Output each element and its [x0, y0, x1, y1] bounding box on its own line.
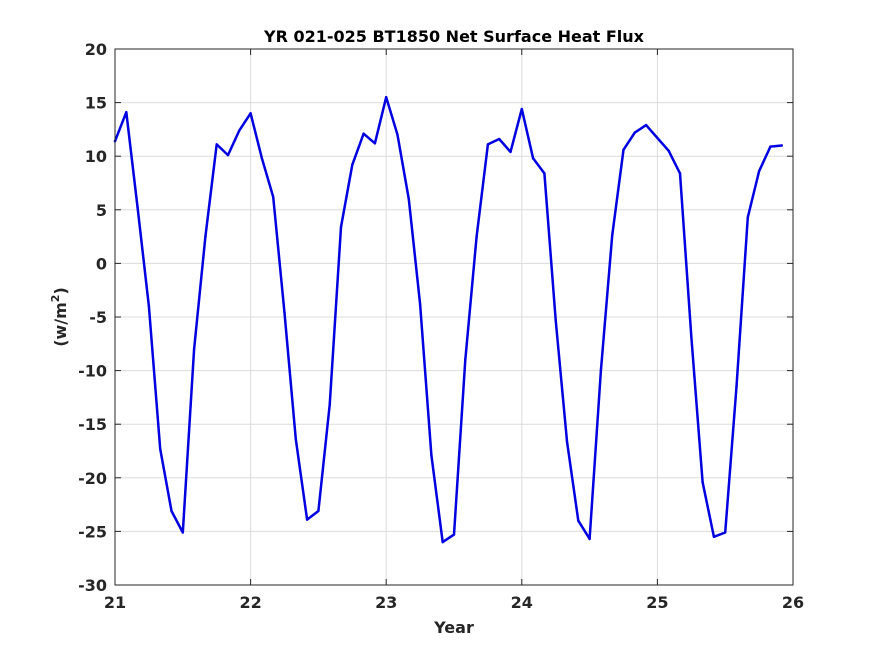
data-point — [125, 111, 128, 114]
data-point — [170, 509, 173, 513]
data-point — [158, 447, 162, 451]
y-tick-label: -25 — [78, 522, 107, 541]
data-point — [305, 518, 309, 521]
data-point — [272, 195, 275, 199]
data-point — [430, 454, 433, 457]
data-point — [599, 369, 603, 372]
y-axis-title-end: ) — [51, 287, 70, 294]
data-point — [385, 96, 388, 99]
data-point — [136, 206, 139, 209]
data-point — [226, 153, 230, 157]
x-tick-labels: 21 22 23 24 25 26 — [104, 593, 804, 612]
data-point — [294, 438, 297, 441]
data-point — [339, 225, 343, 229]
x-tick-label: 21 — [104, 593, 126, 612]
y-tick-label: -20 — [78, 469, 107, 488]
data-point — [373, 142, 377, 145]
data-point — [644, 123, 648, 127]
y-tick-label: -5 — [89, 308, 107, 327]
data-point — [746, 216, 750, 219]
y-tick-label: 15 — [85, 94, 107, 113]
data-point — [249, 112, 252, 115]
data-point — [520, 107, 523, 111]
ticks — [114, 48, 794, 586]
y-tick-label: 20 — [85, 40, 107, 59]
data-point — [611, 234, 614, 237]
x-axis-title: Year — [433, 618, 474, 637]
data-point — [633, 131, 636, 134]
y-tick-label: 0 — [96, 254, 107, 273]
data-point — [712, 535, 716, 538]
data-point — [204, 235, 207, 238]
y-tick-labels: -30 -25 -20 -15 -10 -5 0 5 10 15 20 — [78, 40, 107, 595]
data-point — [464, 358, 467, 362]
data-point — [396, 133, 399, 136]
data-point — [554, 319, 557, 322]
data-point — [497, 137, 501, 141]
data-point — [407, 197, 411, 201]
data-point — [317, 509, 320, 513]
y-tick-label: 10 — [85, 147, 107, 166]
y-axis-title-base: (w/m — [51, 302, 70, 347]
x-tick-label: 23 — [375, 593, 397, 612]
y-tick-label: 5 — [96, 201, 107, 220]
data-point — [441, 540, 444, 544]
data-point — [260, 157, 264, 160]
data-point — [667, 149, 670, 153]
y-axis-title-superscript: 2 — [49, 295, 62, 303]
series-group — [113, 95, 783, 544]
data-point — [757, 170, 761, 173]
data-point — [486, 143, 490, 146]
data-point — [328, 403, 331, 407]
data-point — [509, 150, 512, 154]
x-tick-label: 25 — [646, 593, 668, 612]
series-line-0 — [113, 95, 783, 544]
x-tick-label: 26 — [782, 593, 804, 612]
data-point — [215, 143, 218, 146]
y-tick-label: -10 — [78, 362, 107, 381]
data-point — [283, 311, 286, 314]
data-point — [362, 132, 365, 135]
data-point — [735, 385, 738, 388]
data-point — [543, 172, 546, 175]
y-tick-label: -30 — [78, 576, 107, 595]
data-point — [622, 148, 625, 151]
data-point — [690, 335, 693, 338]
y-tick-label: -15 — [78, 415, 107, 434]
data-point — [351, 163, 354, 166]
data-point — [724, 531, 727, 534]
data-point — [452, 533, 456, 536]
data-point — [192, 347, 196, 351]
data-point — [181, 531, 184, 534]
data-point — [475, 235, 478, 238]
data-point — [780, 144, 783, 147]
data-point — [238, 129, 241, 132]
data-point — [531, 157, 535, 160]
data-point — [678, 172, 682, 175]
data-point — [656, 136, 659, 140]
data-point — [418, 302, 422, 306]
chart-title: YR 021-025 BT1850 Net Surface Heat Flux — [263, 27, 645, 46]
data-point — [565, 440, 569, 443]
data-point — [588, 537, 591, 541]
data-point — [769, 145, 772, 148]
data-point — [577, 519, 580, 522]
x-tick-label: 24 — [511, 593, 533, 612]
data-point — [147, 305, 151, 308]
data-point — [701, 480, 704, 484]
x-tick-label: 22 — [239, 593, 261, 612]
y-axis-title: (w/m2) — [49, 287, 70, 347]
